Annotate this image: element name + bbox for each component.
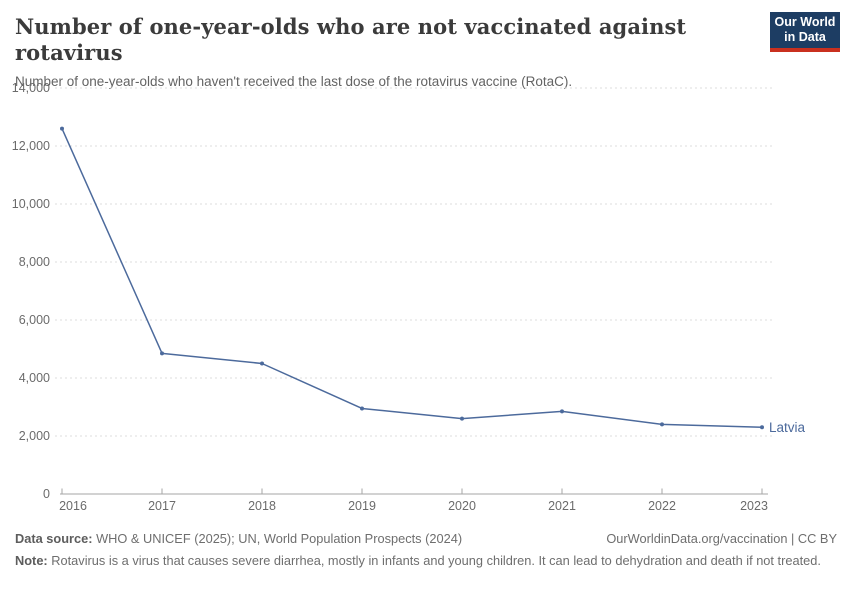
x-tick-label: 2022 (648, 499, 676, 513)
owid-logo[interactable]: Our World in Data (770, 12, 840, 52)
note-line: Note: Rotavirus is a virus that causes s… (15, 553, 821, 569)
x-tick-label: 2018 (248, 499, 276, 513)
y-tick-label: 0 (43, 487, 50, 501)
data-source-label: Data source: (15, 531, 93, 546)
line-chart: 0 2,000 4,000 6,000 8,000 10,000 12,000 14,000 2… (12, 81, 806, 513)
data-point[interactable] (660, 422, 664, 427)
chart-header: Number of one-year-olds who are not vacc… (15, 14, 755, 90)
note-text: Rotavirus is a virus that causes severe … (47, 553, 821, 568)
x-tick-label: 2020 (448, 499, 476, 513)
x-tick-label: 2019 (348, 499, 376, 513)
y-tick-label: 14,000 (12, 81, 50, 95)
data-source-line: Data source: WHO & UNICEF (2025); UN, Wo… (15, 531, 462, 547)
y-tick-label: 4,000 (19, 371, 50, 385)
data-point[interactable] (260, 361, 264, 366)
x-tick-label: 2016 (59, 499, 87, 513)
y-tick-label: 8,000 (19, 255, 50, 269)
data-source-text: WHO & UNICEF (2025); UN, World Populatio… (92, 531, 463, 546)
data-point[interactable] (60, 126, 64, 131)
y-tick-label: 12,000 (12, 139, 50, 153)
owid-logo-line1: Our World (774, 15, 836, 29)
chart-title: Number of one-year-olds who are not vacc… (15, 14, 687, 65)
data-line (61, 128, 763, 429)
y-tick-label: 6,000 (19, 313, 50, 327)
data-point[interactable] (560, 409, 564, 414)
y-tick-label: 2,000 (19, 429, 50, 443)
note-label: Note: (15, 553, 48, 568)
x-tick-label: 2023 (740, 499, 768, 513)
chart-subtitle: Number of one-year-olds who haven't rece… (15, 74, 573, 89)
chart-footer: Data source: WHO & UNICEF (2025); UN, Wo… (15, 531, 837, 569)
data-point[interactable] (160, 351, 164, 356)
y-tick-label: 10,000 (12, 197, 50, 211)
data-point[interactable] (360, 406, 364, 411)
data-point[interactable] (460, 416, 464, 421)
x-tick-label: 2017 (148, 499, 176, 513)
series-end-label: Latvia (769, 420, 806, 435)
plot-area: 0 2,000 4,000 6,000 8,000 10,000 12,000 14,000 2… (0, 80, 850, 530)
data-point[interactable] (760, 425, 764, 430)
x-tick-label: 2021 (548, 499, 576, 513)
owid-logo-line2: in Data (784, 30, 826, 44)
attribution-link[interactable]: OurWorldinData.org/vaccination | CC BY (606, 531, 837, 546)
